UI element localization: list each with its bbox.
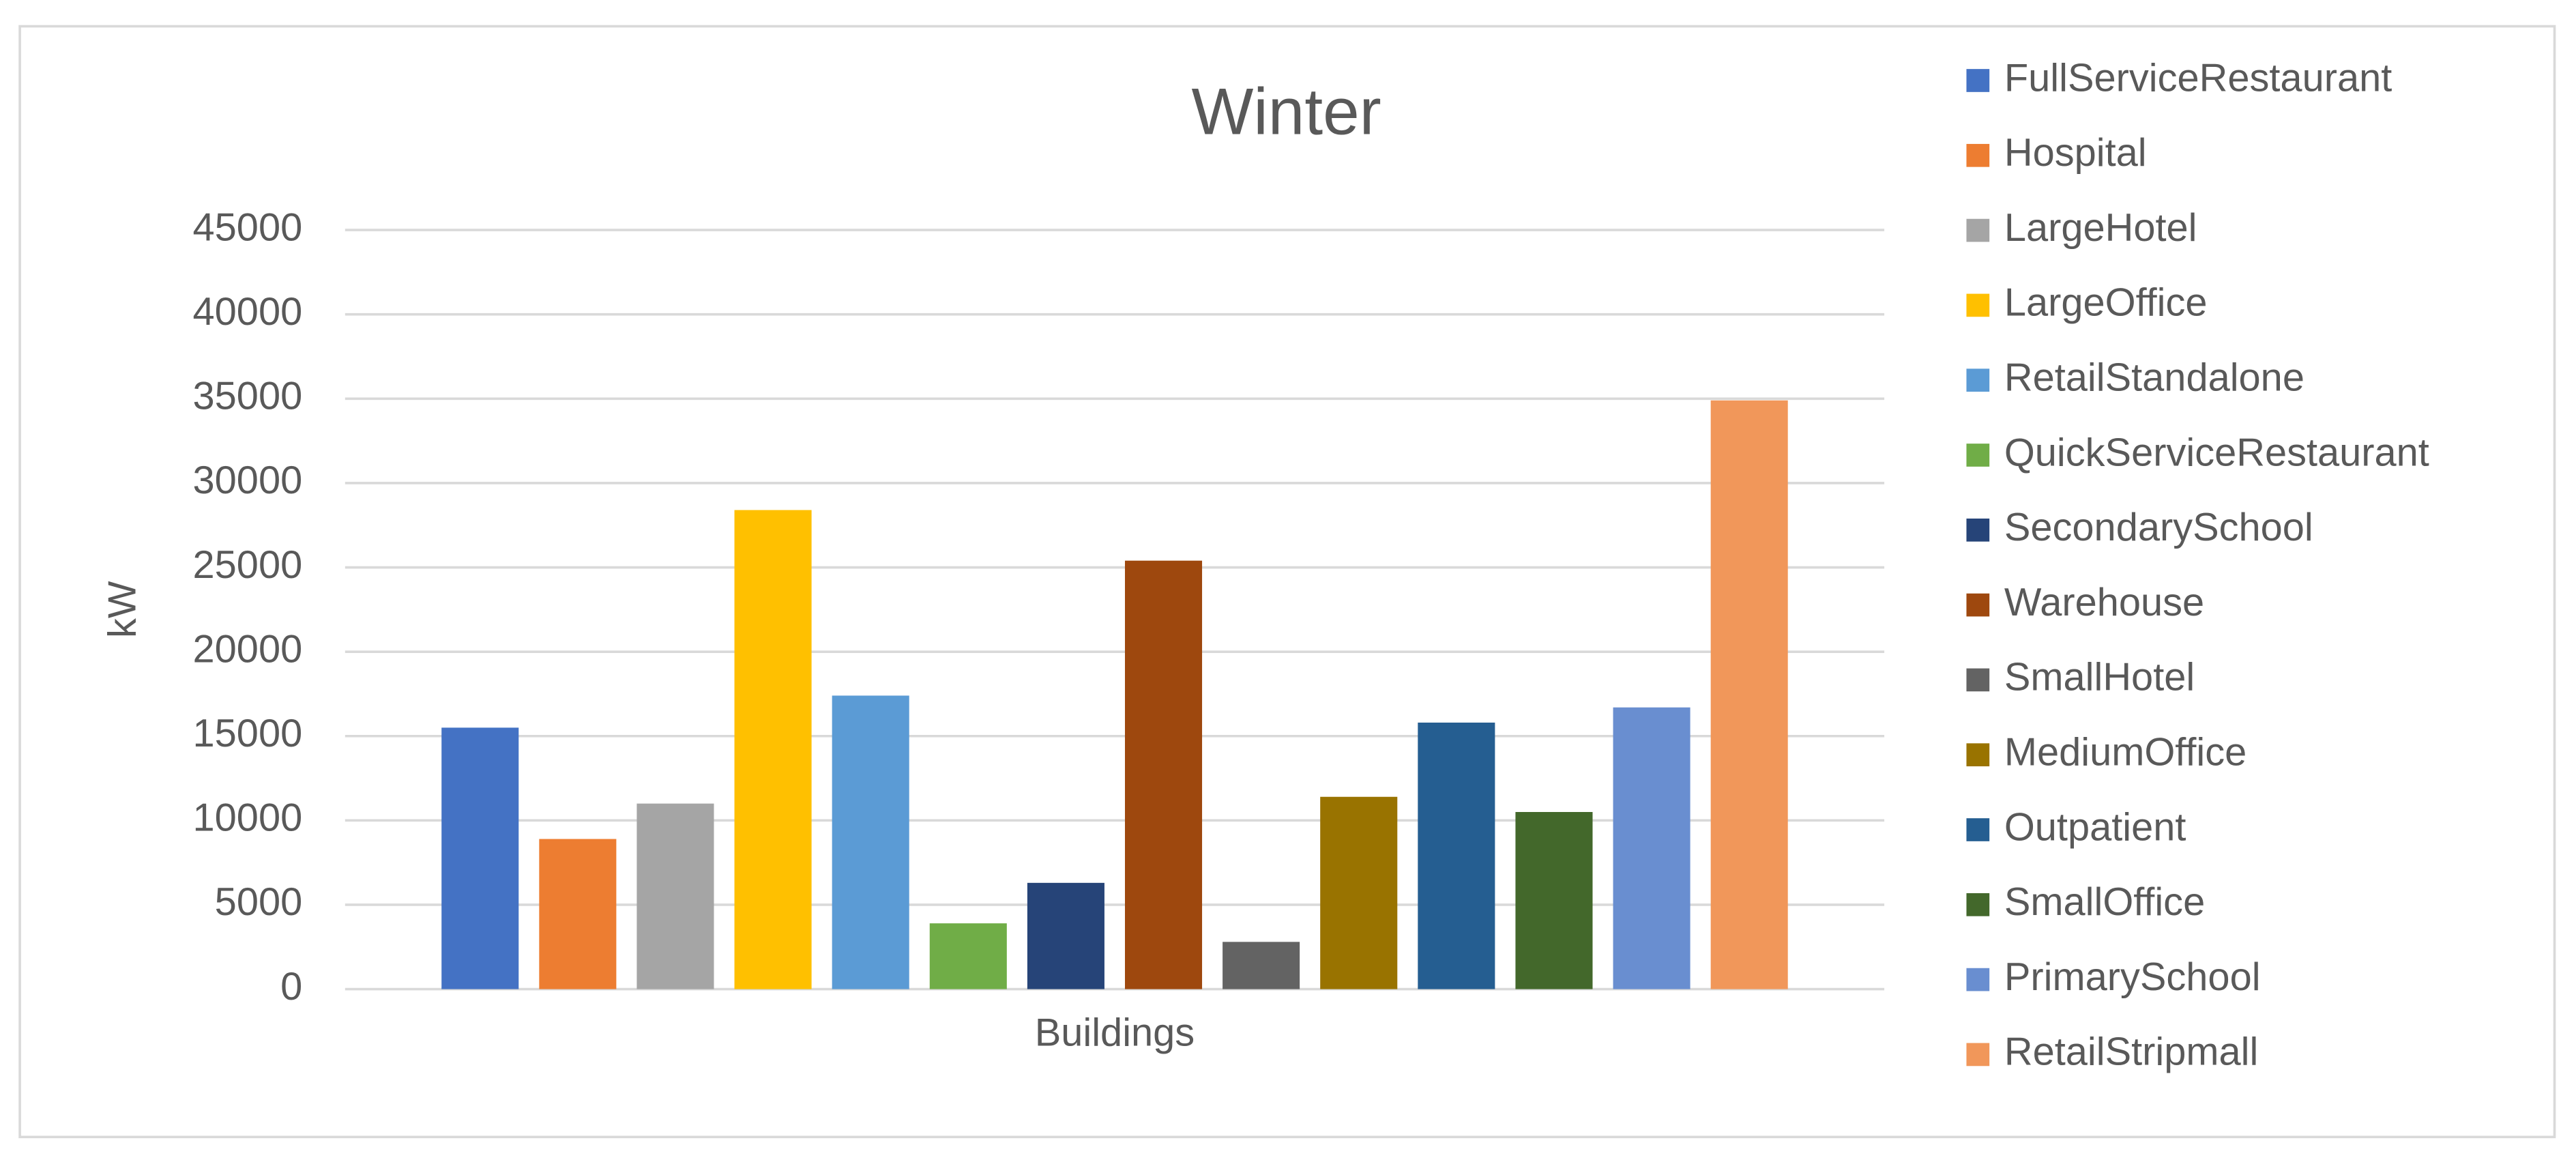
y-tick-label: 0 — [280, 965, 302, 1009]
y-axis-label: kW — [100, 581, 144, 638]
bar — [832, 695, 909, 989]
y-tick-label: 35000 — [193, 375, 303, 418]
legend-swatch — [1966, 1043, 1990, 1067]
y-tick-label: 25000 — [193, 543, 303, 587]
legend-swatch — [1966, 893, 1990, 916]
bar — [1223, 942, 1300, 989]
bar — [1320, 796, 1398, 989]
legend-label: LargeHotel — [2004, 206, 2197, 250]
legend-swatch — [1966, 293, 1990, 317]
x-tick-label: Buildings — [1035, 1011, 1195, 1054]
legend-label: MediumOffice — [2004, 730, 2246, 774]
y-tick-label: 5000 — [215, 880, 303, 924]
bar — [636, 803, 714, 989]
legend-label: SmallOffice — [2004, 880, 2205, 924]
legend-swatch — [1966, 593, 1990, 617]
legend-swatch — [1966, 444, 1990, 467]
bar — [441, 727, 519, 989]
legend-swatch — [1966, 668, 1990, 692]
legend-label: RetailStripmall — [2004, 1030, 2258, 1074]
legend-swatch — [1966, 818, 1990, 841]
legend-label: QuickServiceRestaurant — [2004, 431, 2429, 474]
y-tick-label: 30000 — [193, 459, 303, 502]
legend-swatch — [1966, 518, 1990, 542]
y-tick-label: 10000 — [193, 796, 303, 840]
bar — [1515, 812, 1593, 989]
y-tick-label: 45000 — [193, 205, 303, 249]
legend-swatch — [1966, 218, 1990, 242]
bar — [539, 839, 617, 989]
bar — [1418, 722, 1495, 989]
legend-label: Outpatient — [2004, 805, 2186, 849]
chart-title: Winter — [1191, 75, 1381, 148]
bar — [1124, 560, 1203, 989]
legend-swatch — [1966, 368, 1990, 392]
bar — [1613, 707, 1690, 989]
legend-label: LargeOffice — [2004, 281, 2208, 325]
legend-label: SmallHotel — [2004, 656, 2195, 699]
y-tick-label: 40000 — [193, 290, 303, 334]
legend-label: Hospital — [2004, 131, 2147, 175]
legend-label: PrimarySchool — [2004, 955, 2261, 999]
bar — [1710, 400, 1788, 989]
legend-label: RetailStandalone — [2004, 356, 2304, 399]
legend-swatch — [1966, 143, 1990, 167]
legend-swatch — [1966, 69, 1990, 92]
legend-label: Warehouse — [2004, 581, 2204, 624]
bar — [929, 923, 1007, 989]
legend-swatch — [1966, 968, 1990, 991]
legend-label: SecondarySchool — [2004, 506, 2313, 549]
bar — [1027, 882, 1104, 989]
legend-label: FullServiceRestaurant — [2004, 56, 2392, 100]
y-tick-label: 15000 — [193, 712, 303, 755]
bar — [734, 510, 812, 989]
y-tick-label: 20000 — [193, 627, 303, 671]
legend-swatch — [1966, 743, 1990, 767]
